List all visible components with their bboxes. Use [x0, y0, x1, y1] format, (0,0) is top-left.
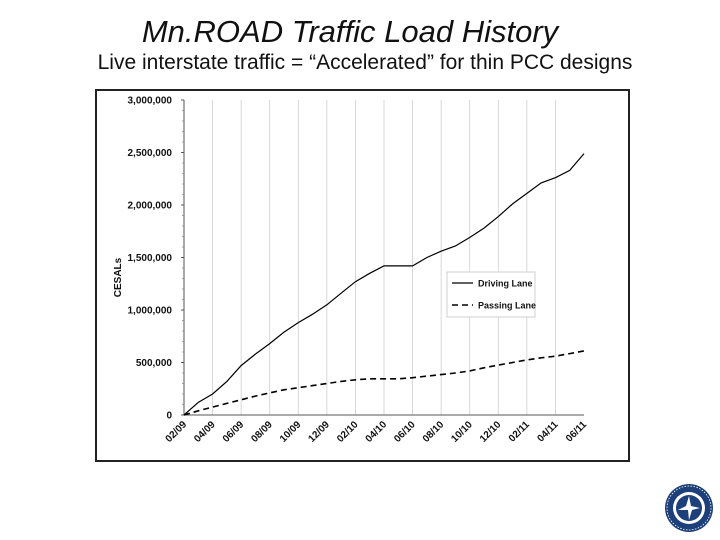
- slide-title: Mn.ROAD Traffic Load History: [141, 14, 559, 49]
- chart-frame: 0 500,000 1,000,000 1,500,000 2,000,000 2,500…: [95, 89, 630, 462]
- x-tick-label: 06/11: [564, 419, 589, 444]
- x-tick-label: 10/10: [449, 419, 475, 445]
- series-line-driving-lane: [183, 153, 585, 416]
- chart-plot: 0 500,000 1,000,000 1,500,000 2,000,000 2,500…: [113, 96, 589, 445]
- legend-label: Driving Lane: [478, 279, 533, 289]
- y-tick-label: 500,000: [136, 358, 173, 369]
- y-axis-label: CESALs: [113, 257, 124, 297]
- series-line-passing-lane: [183, 350, 585, 416]
- legend-label: Passing Lane: [478, 301, 536, 311]
- x-tick-label: 08/09: [249, 419, 275, 445]
- x-tick-label: 04/11: [535, 419, 560, 444]
- x-tick-label: 08/10: [421, 419, 447, 445]
- mndot-seal-logo: [665, 484, 713, 532]
- x-tick-label: 12/10: [478, 419, 504, 445]
- y-tick-label: 3,000,000: [128, 96, 173, 107]
- x-tick-label: 02/09: [164, 419, 190, 445]
- x-tick-label: 06/10: [392, 419, 418, 445]
- legend-box: [446, 271, 536, 318]
- x-tick-label: 10/09: [278, 419, 304, 445]
- x-tick-label: 02/11: [507, 419, 532, 444]
- y-tick-label: 0: [166, 411, 172, 422]
- y-tick-label: 1,000,000: [128, 306, 173, 317]
- y-tick-label: 2,500,000: [128, 148, 173, 159]
- slide-subtitle: Live interstate traffic = “Accelerated” …: [97, 51, 633, 74]
- y-tick-label: 1,500,000: [128, 253, 173, 264]
- x-tick-label: 06/09: [221, 419, 247, 445]
- x-tick-label: 02/10: [335, 419, 361, 445]
- x-tick-label: 04/09: [192, 419, 218, 445]
- y-tick-label: 2,000,000: [128, 201, 173, 212]
- x-tick-label: 04/10: [364, 419, 390, 445]
- x-tick-label: 12/09: [307, 419, 333, 445]
